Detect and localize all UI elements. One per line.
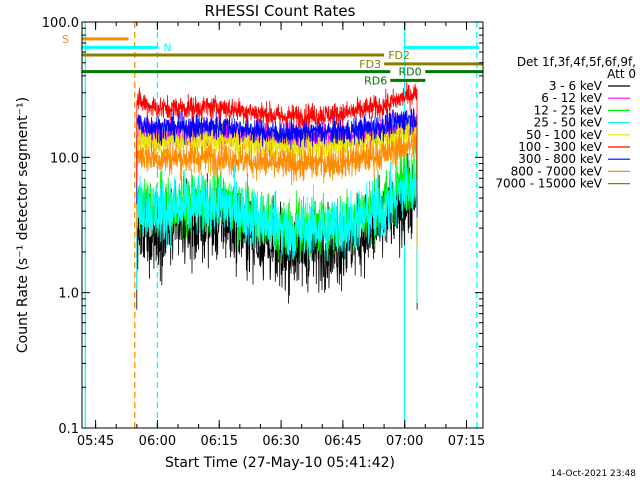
legend-entry-label: 7000 - 15000 keV bbox=[495, 177, 602, 191]
legend-entry-label: 3 - 6 keV bbox=[549, 79, 603, 93]
legend: Det 1f,3f,4f,5f,6f,9f, Att 0 3 - 6 keV6 … bbox=[495, 55, 636, 191]
series-line bbox=[136, 153, 418, 303]
plot-frame bbox=[81, 21, 484, 429]
legend-entry-label: 50 - 100 keV bbox=[526, 128, 603, 142]
legend-header-line1: Det 1f,3f,4f,5f,6f,9f, bbox=[517, 55, 636, 69]
x-tick-label: 07:15 bbox=[448, 434, 485, 449]
timestamp: 14-Oct-2021 23:48 bbox=[551, 469, 637, 479]
x-tick-label: 06:30 bbox=[262, 434, 299, 449]
annotation-label: FD2 bbox=[388, 49, 410, 62]
y-tick-label: 0.1 bbox=[58, 422, 79, 437]
series-line bbox=[136, 108, 418, 218]
annotation-label: RD0 bbox=[399, 66, 422, 79]
legend-entry-label: 12 - 25 keV bbox=[534, 103, 603, 117]
y-tick-label: 10.0 bbox=[50, 151, 79, 166]
y-tick-label: 1.0 bbox=[58, 287, 79, 302]
x-tick-label: 06:00 bbox=[139, 434, 176, 449]
annotation-label: FD3 bbox=[359, 58, 381, 71]
legend-header-line2: Att 0 bbox=[607, 67, 636, 81]
y-tick-label: 100.0 bbox=[42, 16, 79, 31]
legend-entry-label: 800 - 7000 keV bbox=[511, 164, 603, 178]
legend-entry-label: 6 - 12 keV bbox=[541, 91, 603, 105]
x-tick-label: 06:45 bbox=[324, 434, 361, 449]
legend-entry-label: 25 - 50 keV bbox=[534, 116, 603, 130]
annotation-label: N bbox=[163, 41, 171, 54]
legend-entry-label: 100 - 300 keV bbox=[518, 140, 602, 154]
chart-title: RHESSI Count Rates bbox=[205, 2, 356, 20]
series-line bbox=[136, 115, 418, 233]
series-line bbox=[136, 129, 418, 250]
x-tick-label: 05:45 bbox=[77, 434, 114, 449]
legend-entry-label: 300 - 800 keV bbox=[518, 152, 602, 166]
annotation-label: S bbox=[62, 33, 69, 46]
series-line bbox=[136, 79, 418, 196]
x-tick-label: 06:15 bbox=[201, 434, 238, 449]
y-axis-label: Count Rate (s⁻¹ detector segment⁻¹) bbox=[15, 97, 31, 353]
x-axis-label: Start Time (27-May-10 05:41:42) bbox=[165, 455, 395, 471]
x-tick-label: 07:00 bbox=[386, 434, 423, 449]
annotation-label: RD6 bbox=[364, 74, 387, 87]
